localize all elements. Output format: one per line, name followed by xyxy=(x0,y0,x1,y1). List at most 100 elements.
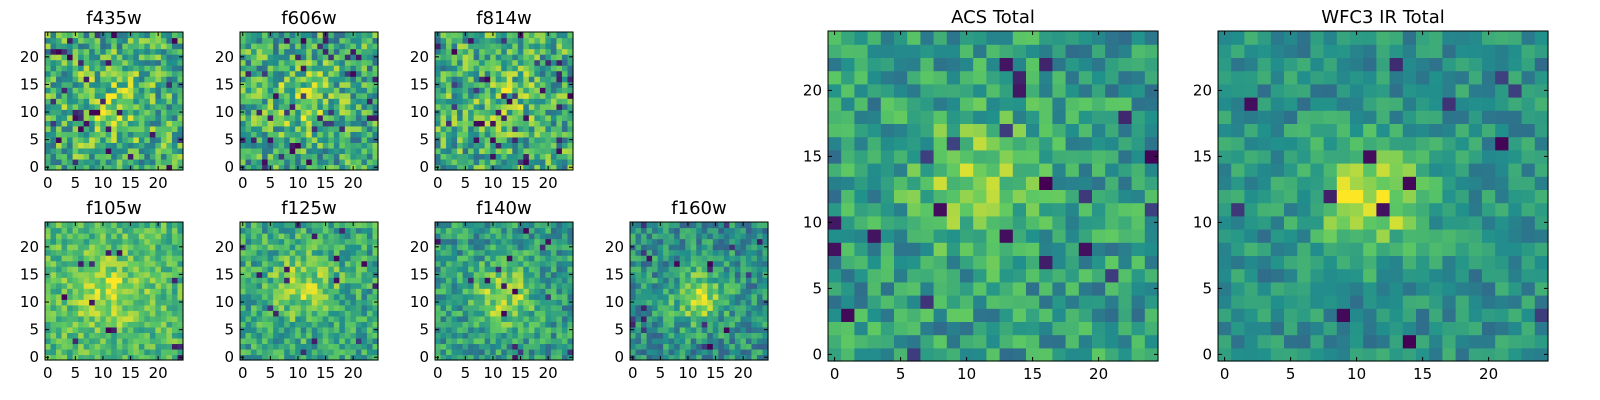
heatmap-cell xyxy=(517,92,524,99)
heatmap-cell xyxy=(440,59,447,66)
heatmap-cell xyxy=(50,43,57,50)
heatmap-cell xyxy=(473,266,480,273)
heatmap-cell xyxy=(138,348,145,356)
heatmap-cell xyxy=(166,87,173,94)
heatmap-cell xyxy=(127,87,134,94)
heatmap-cell xyxy=(679,266,686,273)
heatmap-cell xyxy=(116,337,123,345)
heatmap-cell xyxy=(355,32,363,39)
heatmap-cell xyxy=(273,337,280,345)
heatmap-cell xyxy=(45,282,52,289)
heatmap-cell xyxy=(556,54,563,61)
heatmap-cell xyxy=(484,282,491,289)
heatmap-cell xyxy=(657,288,664,295)
heatmap-cell xyxy=(646,332,653,339)
heatmap-cell xyxy=(166,114,173,121)
heatmap-cell xyxy=(78,125,85,132)
heatmap-cell xyxy=(446,114,453,121)
heatmap-cell xyxy=(166,131,173,138)
heatmap-cell xyxy=(462,136,469,143)
heatmap-cell xyxy=(556,43,563,50)
heatmap-cell xyxy=(740,348,747,356)
heatmap-cell xyxy=(457,65,464,72)
heatmap-cell xyxy=(251,87,258,94)
heatmap-cell xyxy=(295,103,302,110)
heatmap-cell xyxy=(177,59,184,66)
heatmap-cell xyxy=(495,277,502,284)
heatmap-cell xyxy=(256,92,263,99)
heatmap-cell xyxy=(523,147,530,155)
heatmap-cell xyxy=(171,354,179,361)
heatmap-cell xyxy=(328,293,335,300)
heatmap-cell xyxy=(729,337,736,345)
heatmap-cell xyxy=(446,304,453,311)
heatmap-cell xyxy=(1105,268,1119,283)
heatmap-cell xyxy=(1065,347,1080,362)
heatmap-cell xyxy=(171,299,179,306)
heatmap-cell xyxy=(506,48,513,55)
heatmap-cell xyxy=(322,120,329,127)
heatmap-cell xyxy=(567,158,574,166)
heatmap-cell xyxy=(440,244,447,251)
heatmap-cell xyxy=(729,321,736,328)
heatmap-cell xyxy=(685,332,692,339)
heatmap-cell xyxy=(116,37,123,44)
heatmap-cell xyxy=(539,337,546,345)
heatmap-cell xyxy=(144,131,151,138)
heatmap-cell xyxy=(273,147,280,155)
heatmap-cell xyxy=(663,227,670,234)
heatmap-cell xyxy=(78,54,85,61)
heatmap-cell xyxy=(89,277,96,284)
heatmap-cell xyxy=(462,147,469,155)
heatmap-cell xyxy=(440,326,447,333)
heatmap-cell xyxy=(133,304,140,311)
heatmap-cell xyxy=(333,315,340,322)
heatmap-cell xyxy=(762,260,769,267)
heatmap-cell xyxy=(534,304,541,311)
heatmap-cell xyxy=(561,131,569,138)
heatmap-cell xyxy=(166,120,173,127)
heatmap-cell xyxy=(479,332,486,339)
heatmap-cell xyxy=(561,147,569,155)
heatmap-cell xyxy=(122,288,129,295)
heatmap-cell xyxy=(355,147,363,155)
heatmap-cell xyxy=(262,147,269,155)
heatmap-cell xyxy=(56,288,63,295)
heatmap-cell xyxy=(83,238,90,245)
heatmap-cell xyxy=(663,332,670,339)
heatmap-cell xyxy=(100,282,107,289)
heatmap-cell xyxy=(278,255,285,262)
heatmap-cell xyxy=(339,131,346,138)
heatmap-cell xyxy=(556,131,563,138)
heatmap-cell xyxy=(701,348,708,356)
heatmap-cell xyxy=(127,37,134,44)
heatmap-cell xyxy=(83,147,90,155)
heatmap-cell xyxy=(111,227,118,234)
heatmap-cell xyxy=(685,299,692,306)
heatmap-cell xyxy=(841,242,855,256)
heatmap-cell xyxy=(122,293,129,300)
heatmap-cell xyxy=(278,315,285,322)
heatmap-cell xyxy=(457,255,464,262)
heatmap-cell xyxy=(729,348,736,356)
heatmap-cell xyxy=(479,326,486,333)
heatmap-cell xyxy=(160,271,168,278)
heatmap-cell xyxy=(534,32,541,39)
heatmap-cell xyxy=(561,120,569,127)
heatmap-cell xyxy=(828,189,842,204)
heatmap-cell xyxy=(462,87,469,94)
heatmap-cell xyxy=(83,59,90,66)
heatmap-cell xyxy=(674,249,681,256)
heatmap-cell xyxy=(295,125,302,132)
heatmap-cell xyxy=(457,136,464,143)
x-tick-label: 20 xyxy=(149,364,168,382)
heatmap-cell xyxy=(490,70,497,77)
heatmap-cell xyxy=(523,142,530,149)
heatmap-cell xyxy=(177,315,184,322)
heatmap-cell xyxy=(267,114,274,121)
heatmap-cell xyxy=(89,54,96,61)
heatmap-cell xyxy=(344,337,351,345)
heatmap-cell xyxy=(94,120,101,127)
heatmap-cell xyxy=(534,54,541,61)
heatmap-cell xyxy=(534,266,541,273)
